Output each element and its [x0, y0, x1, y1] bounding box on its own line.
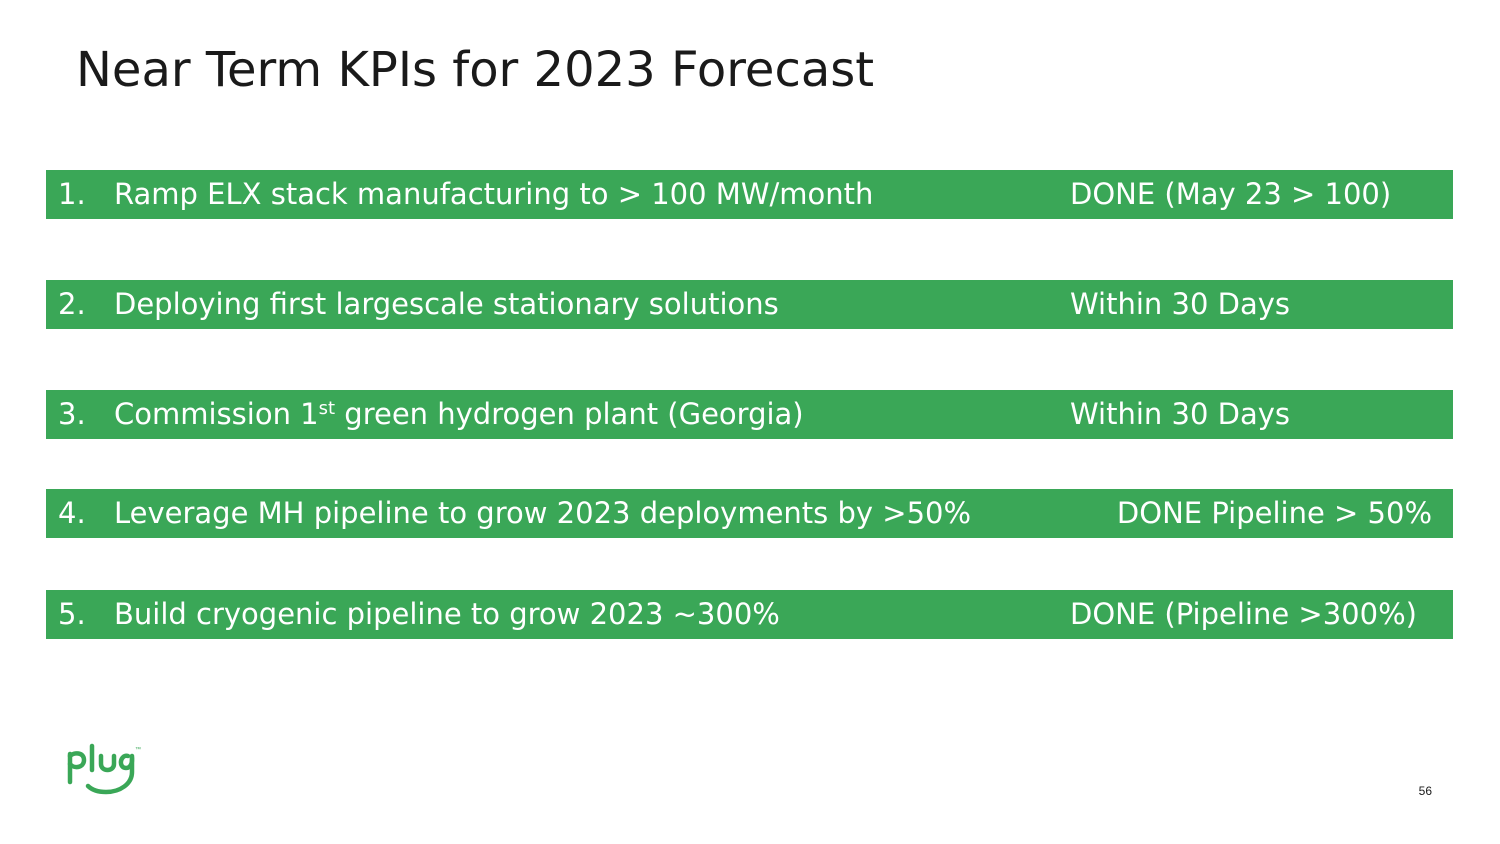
plug-logo: ™: [67, 743, 141, 795]
kpi-number: 2.: [58, 287, 86, 321]
kpi-row-2: 2. Deploying first largescale stationary…: [46, 280, 1453, 329]
kpi-status: DONE (May 23 > 100): [1070, 177, 1392, 211]
kpi-status: Within 30 Days: [1070, 287, 1290, 321]
kpi-row-1: 1. Ramp ELX stack manufacturing to > 100…: [46, 170, 1453, 219]
kpi-row-5: 5. Build cryogenic pipeline to grow 2023…: [46, 590, 1453, 639]
page-number: 56: [1418, 784, 1432, 798]
kpi-text: Commission 1st green hydrogen plant (Geo…: [114, 390, 804, 439]
kpi-text-end: green hydrogen plant (Georgia): [335, 397, 804, 431]
kpi-row-3: 3. Commission 1st green hydrogen plant (…: [46, 390, 1453, 439]
kpi-text: Deploying first largescale stationary so…: [114, 287, 779, 321]
slide-title: Near Term KPIs for 2023 Forecast: [76, 42, 875, 98]
ordinal-suffix: st: [318, 398, 336, 419]
kpi-text: Build cryogenic pipeline to grow 2023 ~3…: [114, 597, 780, 631]
trademark-symbol: ™: [135, 746, 141, 753]
kpi-status: DONE Pipeline > 50%: [1116, 496, 1432, 530]
kpi-number: 1.: [58, 177, 86, 211]
kpi-status: DONE (Pipeline >300%): [1070, 597, 1417, 631]
kpi-number: 3.: [58, 397, 86, 431]
kpi-text-start: Commission 1: [114, 397, 319, 431]
kpi-row-4: 4. Leverage MH pipeline to grow 2023 dep…: [46, 489, 1453, 538]
kpi-text: Ramp ELX stack manufacturing to > 100 MW…: [114, 177, 874, 211]
kpi-text: Leverage MH pipeline to grow 2023 deploy…: [114, 496, 972, 530]
kpi-number: 4.: [58, 496, 86, 530]
kpi-number: 5.: [58, 597, 86, 631]
kpi-status: Within 30 Days: [1070, 397, 1290, 431]
